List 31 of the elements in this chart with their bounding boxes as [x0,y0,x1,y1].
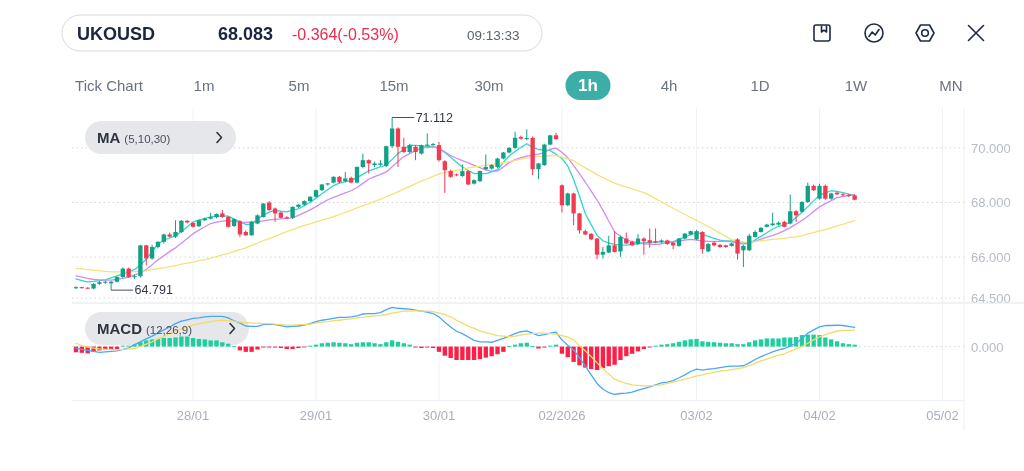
text: -0.364(-0.53%) [292,25,399,43]
annotation: 64.791 [134,283,173,298]
x-tick-label: 02/2026 [538,408,586,423]
y-tick-label: 66.000 [971,249,1011,265]
text: 15m [379,76,409,94]
x-tick-label: 03/02 [680,408,713,423]
text: 1W [844,76,869,94]
text: 1D [750,76,770,94]
text: 1m [193,76,215,94]
annotation: (5,10,30) [124,132,171,145]
chart-title: UKOUSD [77,23,156,44]
text: 68.083 [218,23,274,44]
y-tick-label: 70.000 [971,140,1011,156]
annotation: MA [97,129,121,146]
y-tick-label: 68.000 [971,195,1011,210]
text: 30m [474,76,504,94]
annotation: 71.112 [415,110,453,125]
x-tick-label: 30/01 [422,408,456,423]
ref-line-label: 0.000 [971,339,1004,355]
text: Tick Chart [75,76,144,94]
text: 09:13:33 [467,27,520,43]
text: 1h [578,76,598,95]
x-tick-label: 28/01 [176,408,210,423]
text: 4h [660,76,678,94]
annotation: MACD [97,320,143,337]
x-tick-label: 29/01 [299,408,333,423]
y-tick-label: 64.500 [971,290,1011,306]
x-tick-label: 05/02 [926,408,959,423]
text: MN [939,76,963,94]
x-tick-label: 04/02 [803,408,836,423]
text: 5m [288,76,310,94]
